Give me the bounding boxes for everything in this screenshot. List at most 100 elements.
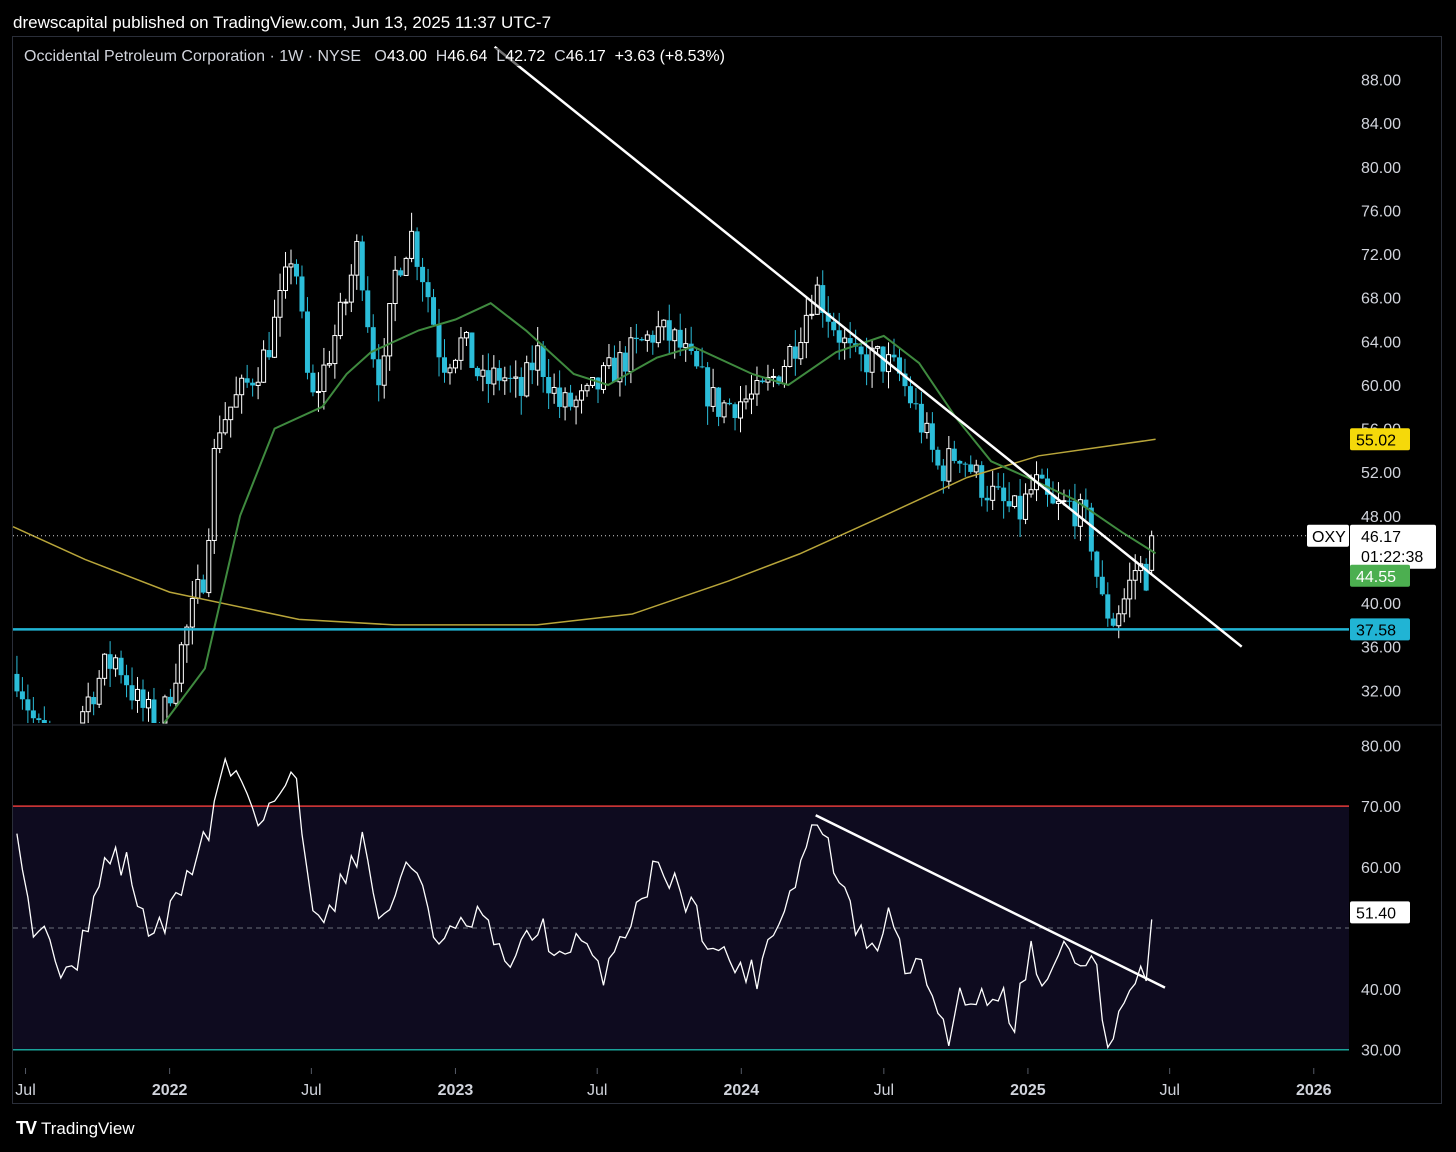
candle[interactable]: [392, 256, 398, 322]
candle[interactable]: [272, 299, 278, 359]
candle[interactable]: [14, 655, 20, 698]
candle[interactable]: [655, 310, 661, 348]
candle[interactable]: [540, 341, 546, 393]
candle[interactable]: [1143, 558, 1149, 592]
candle[interactable]: [129, 667, 135, 710]
candle[interactable]: [91, 691, 97, 716]
candle[interactable]: [145, 691, 151, 722]
candle[interactable]: [354, 234, 360, 290]
candle[interactable]: [683, 328, 689, 362]
candle[interactable]: [644, 330, 650, 352]
tradingview-logo[interactable]: TV TradingView: [16, 1118, 135, 1139]
candle[interactable]: [831, 312, 837, 337]
candle[interactable]: [178, 641, 184, 693]
rsi-line[interactable]: [16, 756, 1153, 1050]
candle[interactable]: [606, 343, 612, 370]
candle[interactable]: [924, 412, 930, 439]
candle[interactable]: [420, 257, 426, 302]
candle[interactable]: [102, 653, 108, 686]
candle[interactable]: [80, 705, 86, 724]
candle[interactable]: [1116, 605, 1122, 639]
candle[interactable]: [946, 436, 952, 489]
candle[interactable]: [995, 472, 1001, 490]
candle[interactable]: [688, 326, 694, 355]
candle[interactable]: [151, 687, 157, 723]
candle[interactable]: [1121, 588, 1127, 623]
candle[interactable]: [759, 377, 765, 384]
candle[interactable]: [913, 388, 919, 410]
candle[interactable]: [255, 367, 261, 400]
candle[interactable]: [348, 264, 354, 313]
candle[interactable]: [441, 339, 447, 383]
candle[interactable]: [677, 313, 683, 356]
candle[interactable]: [1023, 483, 1029, 525]
candle[interactable]: [107, 641, 113, 687]
candle[interactable]: [562, 387, 568, 421]
candle[interactable]: [803, 297, 809, 359]
candle[interactable]: [304, 297, 310, 380]
candle[interactable]: [261, 340, 267, 383]
candle[interactable]: [968, 455, 974, 474]
candle[interactable]: [513, 360, 519, 398]
candle[interactable]: [518, 367, 524, 415]
candle[interactable]: [935, 446, 941, 470]
candle[interactable]: [984, 485, 990, 512]
candle[interactable]: [798, 327, 804, 365]
candle[interactable]: [551, 373, 557, 404]
candle[interactable]: [299, 265, 305, 319]
candle[interactable]: [189, 580, 195, 645]
candle[interactable]: [721, 400, 727, 424]
candle[interactable]: [222, 402, 228, 436]
rsi-pane[interactable]: [13, 756, 1349, 1051]
candle[interactable]: [743, 385, 749, 410]
candle[interactable]: [705, 362, 711, 425]
candle[interactable]: [135, 676, 141, 713]
candle[interactable]: [140, 679, 146, 722]
candle[interactable]: [507, 365, 513, 393]
candle[interactable]: [233, 376, 239, 408]
candle[interactable]: [858, 340, 864, 372]
candle[interactable]: [266, 331, 272, 360]
candle[interactable]: [622, 346, 628, 386]
candle[interactable]: [1094, 550, 1100, 588]
candle[interactable]: [584, 383, 590, 397]
candle[interactable]: [321, 347, 327, 410]
candle[interactable]: [376, 344, 382, 402]
candle[interactable]: [666, 304, 672, 354]
candle[interactable]: [842, 328, 848, 360]
candle[interactable]: [918, 391, 924, 444]
candle[interactable]: [1083, 488, 1089, 520]
candle[interactable]: [814, 276, 820, 315]
candle[interactable]: [1138, 555, 1144, 583]
candle[interactable]: [206, 528, 212, 598]
candle[interactable]: [628, 327, 634, 384]
candle[interactable]: [1001, 473, 1007, 519]
candle[interactable]: [283, 251, 289, 299]
candle[interactable]: [792, 330, 798, 376]
candle[interactable]: [425, 268, 431, 313]
candle[interactable]: [343, 298, 349, 316]
candle[interactable]: [672, 327, 678, 359]
candle[interactable]: [184, 624, 190, 663]
candle[interactable]: [1017, 479, 1023, 538]
candle[interactable]: [211, 438, 217, 554]
candle[interactable]: [568, 384, 574, 411]
sma-short-line[interactable]: [163, 302, 1157, 724]
candle[interactable]: [200, 574, 206, 595]
candle[interactable]: [896, 348, 902, 382]
candle[interactable]: [370, 314, 376, 368]
price-trendline[interactable]: [493, 45, 1243, 648]
candle[interactable]: [431, 288, 437, 326]
rsi-trendline[interactable]: [815, 814, 1166, 989]
candle[interactable]: [875, 345, 881, 353]
candle[interactable]: [85, 682, 91, 723]
candle[interactable]: [310, 364, 316, 397]
candle[interactable]: [573, 395, 579, 425]
candle[interactable]: [447, 363, 453, 385]
candle[interactable]: [41, 706, 47, 723]
candle[interactable]: [611, 345, 617, 383]
candle[interactable]: [1012, 495, 1018, 509]
candle[interactable]: [694, 347, 700, 369]
candle[interactable]: [496, 360, 502, 391]
candle[interactable]: [326, 350, 332, 368]
